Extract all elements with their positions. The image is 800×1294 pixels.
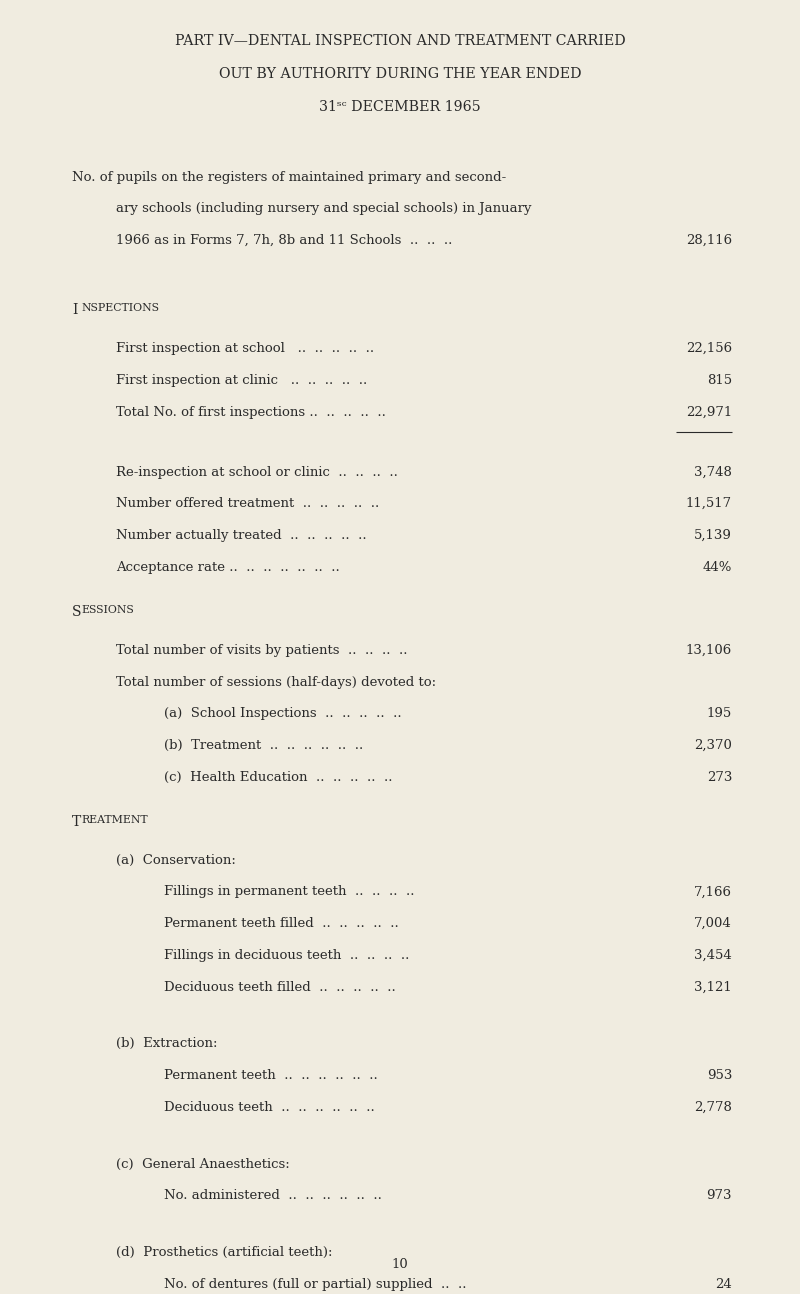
Text: Number offered treatment  ..  ..  ..  ..  ..: Number offered treatment .. .. .. .. .. — [116, 497, 379, 510]
Text: REATMENT: REATMENT — [82, 815, 148, 824]
Text: Deciduous teeth filled  ..  ..  ..  ..  ..: Deciduous teeth filled .. .. .. .. .. — [164, 981, 396, 994]
Text: Number actually treated  ..  ..  ..  ..  ..: Number actually treated .. .. .. .. .. — [116, 529, 366, 542]
Text: Total number of sessions (half-days) devoted to:: Total number of sessions (half-days) dev… — [116, 675, 436, 688]
Text: ESSIONS: ESSIONS — [82, 604, 134, 615]
Text: 1966 as in Forms 7, 7h, 8b and 11 Schools  ..  ..  ..: 1966 as in Forms 7, 7h, 8b and 11 School… — [116, 234, 452, 247]
Text: 195: 195 — [706, 708, 732, 721]
Text: 11,517: 11,517 — [686, 497, 732, 510]
Text: OUT BY AUTHORITY DURING THE YEAR ENDED: OUT BY AUTHORITY DURING THE YEAR ENDED — [218, 67, 582, 82]
Text: 44%: 44% — [702, 560, 732, 573]
Text: 7,166: 7,166 — [694, 885, 732, 898]
Text: (b)  Extraction:: (b) Extraction: — [116, 1038, 218, 1051]
Text: 13,106: 13,106 — [686, 644, 732, 657]
Text: (b)  Treatment  ..  ..  ..  ..  ..  ..: (b) Treatment .. .. .. .. .. .. — [164, 739, 363, 752]
Text: 3,121: 3,121 — [694, 981, 732, 994]
Text: PART IV—DENTAL INSPECTION AND TREATMENT CARRIED: PART IV—DENTAL INSPECTION AND TREATMENT … — [174, 34, 626, 48]
Text: 22,971: 22,971 — [686, 405, 732, 418]
Text: Permanent teeth filled  ..  ..  ..  ..  ..: Permanent teeth filled .. .. .. .. .. — [164, 917, 398, 930]
Text: 2,778: 2,778 — [694, 1101, 732, 1114]
Text: (d)  Prosthetics (artificial teeth):: (d) Prosthetics (artificial teeth): — [116, 1246, 333, 1259]
Text: 31ˢᶜ DECEMBER 1965: 31ˢᶜ DECEMBER 1965 — [319, 100, 481, 114]
Text: ary schools (including nursery and special schools) in January: ary schools (including nursery and speci… — [116, 202, 531, 216]
Text: Fillings in deciduous teeth  ..  ..  ..  ..: Fillings in deciduous teeth .. .. .. .. — [164, 949, 410, 961]
Text: First inspection at school   ..  ..  ..  ..  ..: First inspection at school .. .. .. .. .… — [116, 342, 374, 355]
Text: 2,370: 2,370 — [694, 739, 732, 752]
Text: (a)  Conservation:: (a) Conservation: — [116, 854, 236, 867]
Text: NSPECTIONS: NSPECTIONS — [82, 303, 159, 313]
Text: Re-inspection at school or clinic  ..  ..  ..  ..: Re-inspection at school or clinic .. .. … — [116, 466, 398, 479]
Text: 10: 10 — [392, 1258, 408, 1271]
Text: (a)  School Inspections  ..  ..  ..  ..  ..: (a) School Inspections .. .. .. .. .. — [164, 708, 402, 721]
Text: 24: 24 — [715, 1277, 732, 1291]
Text: (c)  General Anaesthetics:: (c) General Anaesthetics: — [116, 1158, 290, 1171]
Text: 3,454: 3,454 — [694, 949, 732, 961]
Text: 5,139: 5,139 — [694, 529, 732, 542]
Text: 953: 953 — [706, 1069, 732, 1082]
Text: S: S — [72, 604, 82, 619]
Text: T: T — [72, 815, 82, 828]
Text: Deciduous teeth  ..  ..  ..  ..  ..  ..: Deciduous teeth .. .. .. .. .. .. — [164, 1101, 374, 1114]
Text: First inspection at clinic   ..  ..  ..  ..  ..: First inspection at clinic .. .. .. .. .… — [116, 374, 367, 387]
Text: No. of dentures (full or partial) supplied  ..  ..: No. of dentures (full or partial) suppli… — [164, 1277, 466, 1291]
Text: 28,116: 28,116 — [686, 234, 732, 247]
Text: Total number of visits by patients  ..  ..  ..  ..: Total number of visits by patients .. ..… — [116, 644, 407, 657]
Text: No. administered  ..  ..  ..  ..  ..  ..: No. administered .. .. .. .. .. .. — [164, 1189, 382, 1202]
Text: Total No. of first inspections ..  ..  ..  ..  ..: Total No. of first inspections .. .. .. … — [116, 405, 386, 418]
Text: 973: 973 — [706, 1189, 732, 1202]
Text: 815: 815 — [707, 374, 732, 387]
Text: I: I — [72, 303, 78, 317]
Text: Acceptance rate ..  ..  ..  ..  ..  ..  ..: Acceptance rate .. .. .. .. .. .. .. — [116, 560, 340, 573]
Text: Permanent teeth  ..  ..  ..  ..  ..  ..: Permanent teeth .. .. .. .. .. .. — [164, 1069, 378, 1082]
Text: (c)  Health Education  ..  ..  ..  ..  ..: (c) Health Education .. .. .. .. .. — [164, 771, 393, 784]
Text: Fillings in permanent teeth  ..  ..  ..  ..: Fillings in permanent teeth .. .. .. .. — [164, 885, 414, 898]
Text: 273: 273 — [706, 771, 732, 784]
Text: 3,748: 3,748 — [694, 466, 732, 479]
Text: 7,004: 7,004 — [694, 917, 732, 930]
Text: 22,156: 22,156 — [686, 342, 732, 355]
Text: No. of pupils on the registers of maintained primary and second-: No. of pupils on the registers of mainta… — [72, 171, 506, 184]
